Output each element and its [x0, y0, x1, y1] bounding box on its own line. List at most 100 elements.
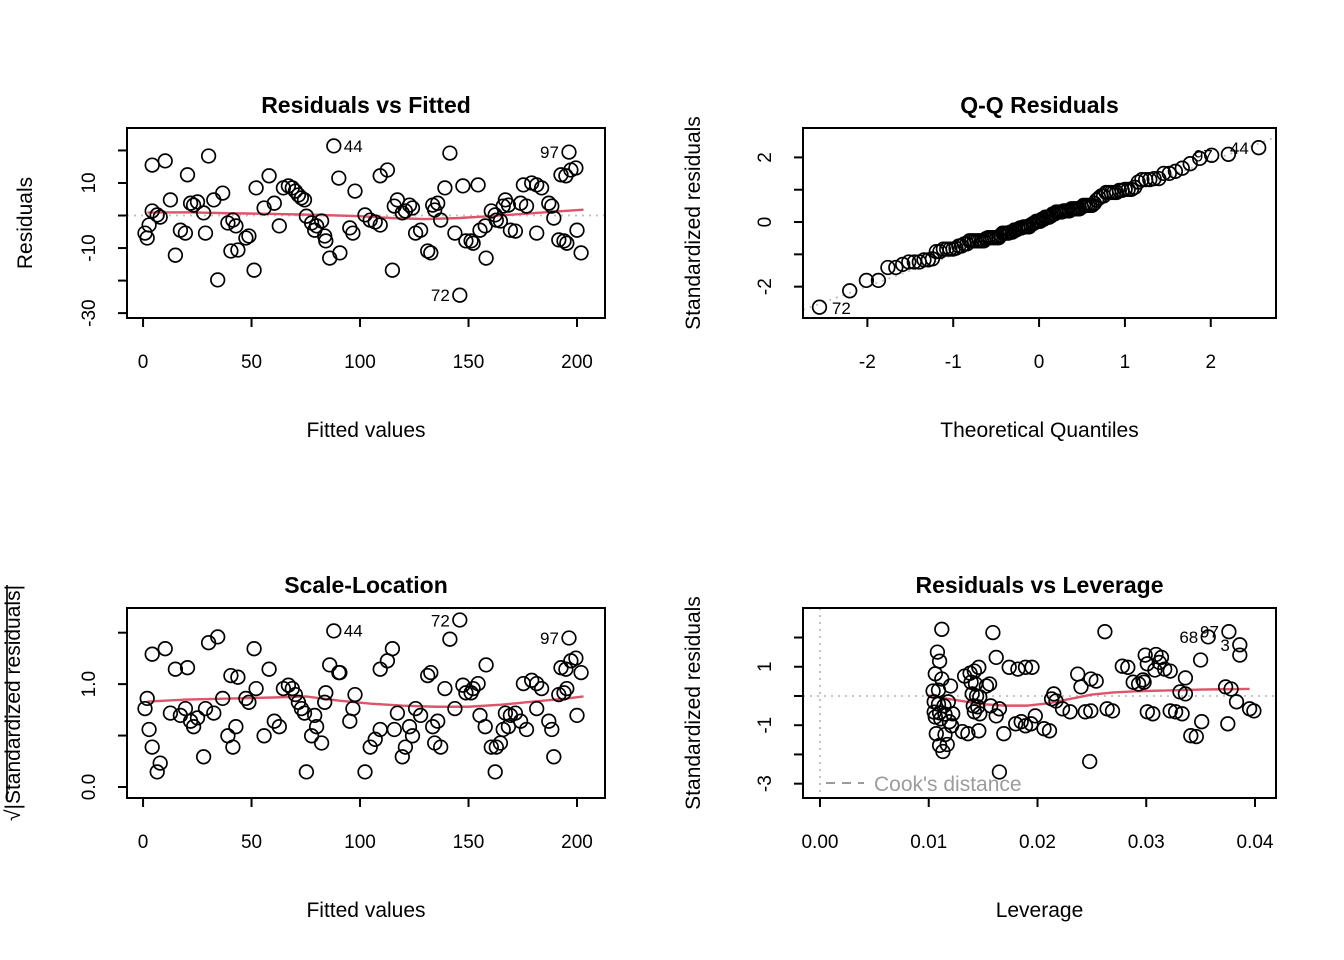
data-point — [972, 706, 988, 722]
x-tick-label: 0.04 — [1237, 832, 1274, 853]
data-point — [942, 678, 959, 694]
data-point — [246, 641, 262, 657]
data-points — [137, 138, 589, 303]
data-point — [988, 649, 1004, 666]
data-point — [318, 233, 334, 249]
data-point — [220, 215, 236, 231]
point-id-label: 3 — [1220, 636, 1229, 655]
x-tick-label: 0 — [138, 832, 149, 853]
data-point — [569, 222, 585, 238]
x-tick-label: 0.03 — [1128, 832, 1165, 853]
cooks-distance-legend-label: Cook's distance — [874, 773, 1022, 796]
data-point — [420, 667, 436, 684]
data-point — [179, 660, 196, 676]
y-tick-label: 10 — [79, 172, 100, 193]
data-point — [1183, 728, 1199, 744]
y-tick-label: 0.0 — [79, 774, 100, 800]
data-point — [139, 230, 155, 246]
data-point — [167, 661, 184, 677]
data-point — [149, 207, 165, 223]
x-tick-label: 100 — [344, 352, 376, 373]
data-point — [1162, 663, 1178, 679]
data-point — [342, 713, 358, 729]
data-point — [455, 178, 471, 194]
data-point — [425, 719, 441, 735]
data-point — [458, 685, 474, 701]
data-point — [1156, 165, 1172, 182]
data-point — [177, 225, 194, 241]
data-point — [1232, 637, 1248, 653]
x-tick-label: -2 — [859, 352, 876, 373]
y-tick-label: 1.0 — [79, 671, 100, 697]
y-axis-label: Standardized residuals — [682, 116, 705, 330]
data-point — [1120, 659, 1136, 675]
point-id-label: 97 — [540, 629, 559, 648]
data-point — [507, 705, 524, 721]
data-point — [529, 177, 545, 193]
data-point — [1146, 170, 1162, 187]
data-point — [397, 739, 414, 755]
data-point — [929, 644, 946, 660]
data-point — [345, 700, 361, 717]
data-point — [241, 694, 257, 710]
data-point — [544, 198, 560, 214]
data-point — [935, 743, 951, 760]
data-point — [318, 685, 334, 701]
data-point — [141, 721, 157, 738]
data-point — [1161, 165, 1177, 182]
data-point — [991, 701, 1008, 717]
data-point — [1077, 704, 1093, 720]
y-tick-label: 2 — [755, 152, 776, 163]
data-point — [195, 205, 212, 221]
data-point — [442, 145, 458, 161]
data-point — [1088, 673, 1104, 689]
data-point — [200, 148, 217, 164]
panel-title: Scale-Location — [284, 572, 448, 598]
data-point — [971, 723, 987, 739]
y-tick-label: 0 — [755, 217, 776, 228]
x-tick-label: 2 — [1205, 352, 1216, 373]
data-point — [960, 726, 976, 742]
data-point — [495, 198, 511, 214]
data-point — [195, 749, 212, 765]
data-point — [172, 222, 189, 238]
data-point — [238, 690, 254, 707]
data-point — [332, 245, 348, 261]
data-point — [561, 630, 577, 646]
data-point — [544, 721, 560, 738]
x-axis-label: Fitted values — [306, 419, 425, 442]
data-point — [888, 259, 904, 276]
data-point — [488, 739, 504, 755]
data-point — [347, 686, 363, 703]
data-point — [1027, 708, 1043, 724]
data-point — [357, 764, 373, 780]
data-point — [149, 764, 165, 780]
data-point — [206, 705, 222, 721]
data-point — [1104, 703, 1121, 719]
panel-title: Residuals vs Fitted — [261, 92, 471, 118]
point-id-label: 72 — [832, 299, 851, 318]
data-point — [551, 232, 567, 248]
data-point — [308, 719, 325, 735]
point-id-label: 44 — [344, 622, 363, 641]
plot-box — [802, 607, 1277, 799]
data-point — [1246, 703, 1262, 719]
data-point — [858, 272, 875, 289]
x-tick-label: 50 — [241, 352, 262, 373]
data-point — [437, 680, 453, 697]
data-point — [162, 192, 179, 208]
data-point — [228, 719, 244, 735]
x-tick-label: 100 — [344, 832, 376, 853]
data-point — [487, 764, 503, 780]
plot-box — [126, 127, 606, 319]
data-point — [157, 153, 173, 169]
data-point — [1082, 753, 1098, 770]
point-id-label: 97 — [1194, 146, 1213, 165]
y-tick-label: -3 — [755, 775, 776, 792]
data-point — [1114, 658, 1130, 674]
y-axis-label: √|Standardized residuals| — [2, 585, 25, 821]
data-point — [197, 700, 214, 717]
data-point — [182, 195, 199, 211]
point-id-label: 68 — [1179, 628, 1198, 647]
